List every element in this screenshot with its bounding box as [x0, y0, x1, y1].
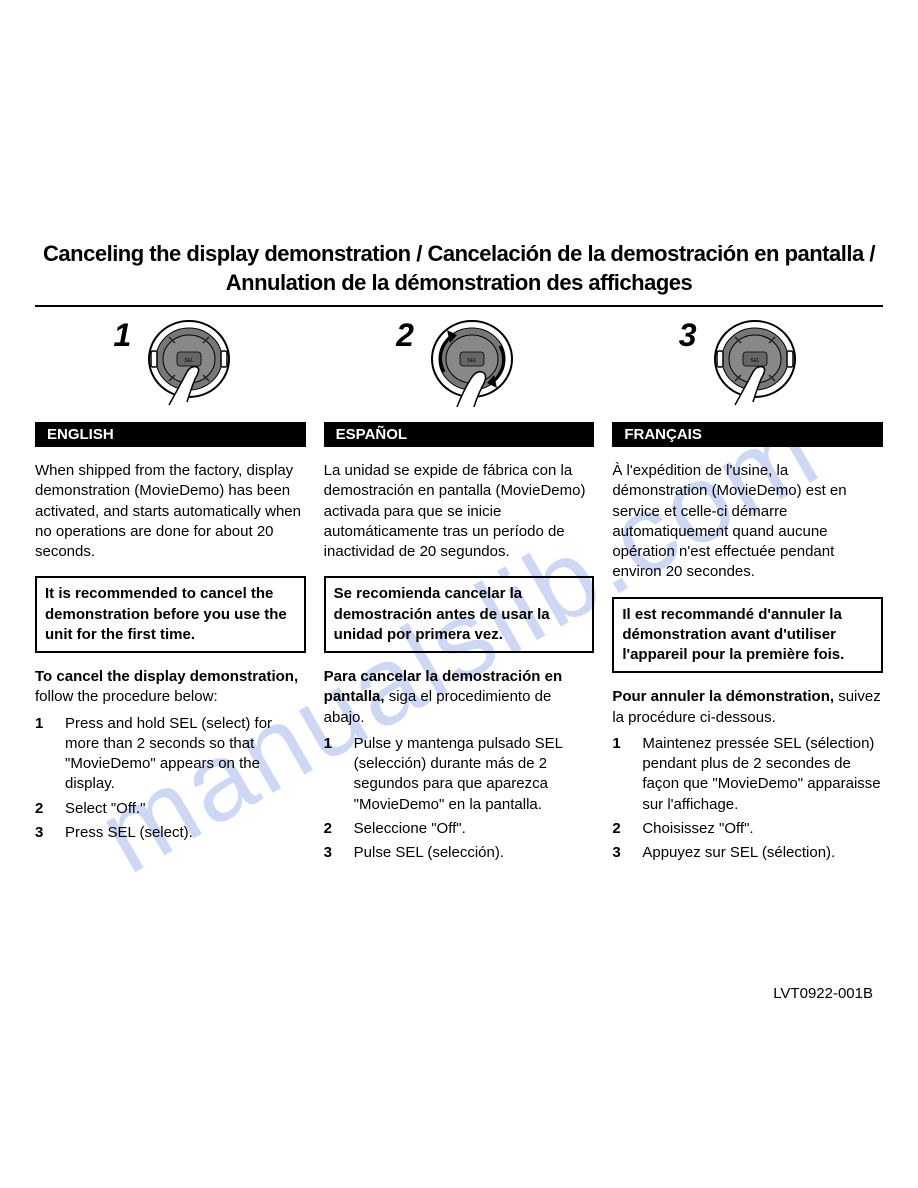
svg-text:SEL: SEL: [467, 358, 477, 364]
espanol-step-3: 3 Pulse SEL (selección).: [324, 843, 595, 863]
step-text: Press and hold SEL (select) for more tha…: [65, 714, 306, 795]
english-step-2: 2 Select "Off.": [35, 799, 306, 819]
step-num: 3: [612, 843, 626, 863]
espanol-cancel-para: Para cancelar la demostración en pantall…: [324, 667, 595, 728]
language-columns: ENGLISH When shipped from the factory, d…: [35, 422, 883, 867]
svg-text:SEL: SEL: [185, 358, 195, 364]
francais-header: FRANÇAIS: [612, 422, 883, 447]
francais-note-box: Il est recommandé d'annuler la démonstra…: [612, 597, 883, 674]
dial-rotate-icon: SEL: [422, 317, 522, 407]
francais-step-3: 3 Appuyez sur SEL (sélection).: [612, 843, 883, 863]
part-number: LVT0922-001B: [773, 985, 873, 1002]
step-num: 1: [612, 734, 626, 815]
espanol-header: ESPAÑOL: [324, 422, 595, 447]
title-divider: [35, 305, 883, 307]
francais-step-2: 2 Choisissez "Off".: [612, 819, 883, 839]
francais-cancel-para: Pour annuler la démonstration, suivez la…: [612, 687, 883, 728]
step-number-1: 1: [113, 317, 131, 354]
espanol-note-box: Se recomienda cancelar la demostración a…: [324, 576, 595, 653]
espanol-step-1: 1Pulse y mantenga pulsado SEL (selección…: [324, 734, 595, 815]
espanol-steps: 1Pulse y mantenga pulsado SEL (selección…: [324, 734, 595, 864]
diagram-step-3: 3 SEL: [600, 317, 883, 407]
espanol-intro: La unidad se expide de fábrica con la de…: [324, 461, 595, 562]
english-column: ENGLISH When shipped from the factory, d…: [35, 422, 306, 867]
step-num: 1: [324, 734, 338, 815]
english-note-box: It is recommended to cancel the demonstr…: [35, 576, 306, 653]
francais-cancel-heading: Pour annuler la démonstration,: [612, 688, 834, 705]
english-intro: When shipped from the factory, display d…: [35, 461, 306, 562]
step-text: Pulse y mantenga pulsado SEL (selección)…: [354, 734, 595, 815]
page-title: Canceling the display demonstration / Ca…: [35, 240, 883, 297]
francais-intro: À l'expédition de l'usine, la démonstrat…: [612, 461, 883, 583]
title-line-1: Canceling the display demonstration / Ca…: [43, 241, 875, 266]
espanol-step-2: 2 Seleccione "Off".: [324, 819, 595, 839]
step-text: Select "Off.": [65, 799, 145, 819]
step-text: Maintenez pressée SEL (sélection) pendan…: [642, 734, 883, 815]
english-header: ENGLISH: [35, 422, 306, 447]
step-text: Choisissez "Off".: [642, 819, 753, 839]
title-line-2: Annulation de la démonstration des affic…: [226, 270, 692, 295]
dial-press-icon-2: SEL: [705, 317, 805, 407]
english-steps: 1Press and hold SEL (select) for more th…: [35, 714, 306, 844]
step-num: 3: [35, 823, 49, 843]
step-num: 2: [612, 819, 626, 839]
diagram-step-2: 2 SEL: [318, 317, 601, 407]
step-number-3: 3: [679, 317, 697, 354]
step-num: 2: [324, 819, 338, 839]
step-num: 2: [35, 799, 49, 819]
english-cancel-heading: To cancel the display demonstration,: [35, 668, 298, 685]
english-step-3: 3 Press SEL (select).: [35, 823, 306, 843]
english-step-1: 1Press and hold SEL (select) for more th…: [35, 714, 306, 795]
page-content: Canceling the display demonstration / Ca…: [35, 240, 883, 867]
step-text: Press SEL (select).: [65, 823, 193, 843]
step-number-2: 2: [396, 317, 414, 354]
svg-text:SEL: SEL: [750, 358, 760, 364]
dial-press-icon: SEL: [139, 317, 239, 407]
step-num: 3: [324, 843, 338, 863]
step-num: 1: [35, 714, 49, 795]
francais-steps: 1Maintenez pressée SEL (sélection) penda…: [612, 734, 883, 864]
diagram-row: 1 SEL 2 SEL: [35, 317, 883, 407]
step-text: Pulse SEL (selección).: [354, 843, 504, 863]
francais-column: FRANÇAIS À l'expédition de l'usine, la d…: [612, 422, 883, 867]
francais-step-1: 1Maintenez pressée SEL (sélection) penda…: [612, 734, 883, 815]
english-cancel-follow: follow the procedure below:: [35, 688, 218, 705]
step-text: Appuyez sur SEL (sélection).: [642, 843, 835, 863]
diagram-step-1: 1 SEL: [35, 317, 318, 407]
english-cancel-para: To cancel the display demonstration, fol…: [35, 667, 306, 708]
espanol-column: ESPAÑOL La unidad se expide de fábrica c…: [324, 422, 595, 867]
step-text: Seleccione "Off".: [354, 819, 466, 839]
